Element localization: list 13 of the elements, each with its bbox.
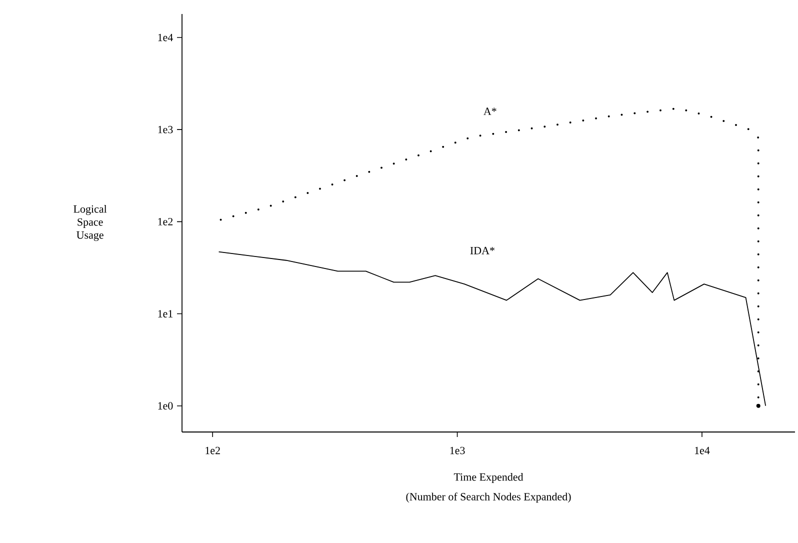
text: IDA* xyxy=(470,246,494,254)
y-tick-label: 1e0 xyxy=(158,402,173,410)
series-label: A* xyxy=(484,108,496,115)
x-tick-label: 1e4 xyxy=(695,446,710,454)
text: (Number of Search Nodes Expanded) xyxy=(406,492,571,503)
y-tick-label: 1e4 xyxy=(158,34,173,42)
x-axis-title: Time Expended xyxy=(454,472,524,483)
y-tick-label: 1e3 xyxy=(158,126,173,134)
y-axis-title: Logical Space Usage xyxy=(74,205,107,241)
y-tick-label: 1e2 xyxy=(158,218,173,226)
y-tick-label: 1e1 xyxy=(158,310,172,318)
x-tick-label: 1e2 xyxy=(206,446,220,454)
x-tick-label: 1e3 xyxy=(450,446,465,454)
